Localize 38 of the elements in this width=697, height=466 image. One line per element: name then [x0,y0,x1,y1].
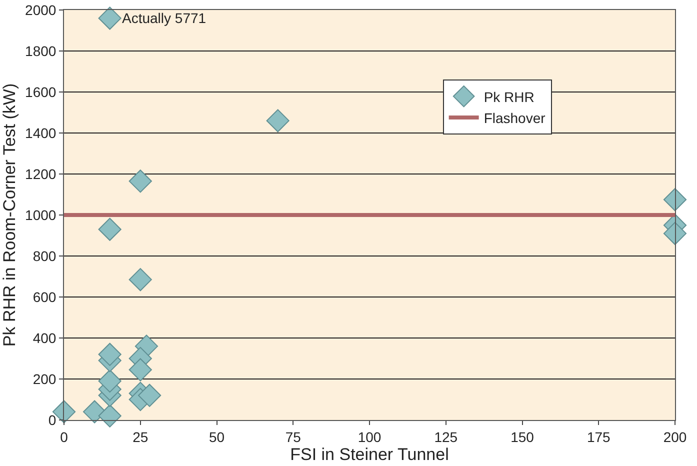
point [98,6,122,30]
point [128,268,152,292]
point [98,342,122,366]
point [98,218,122,241]
x-tick-label: 150 [510,428,534,445]
point [98,404,122,428]
legend-label: Flashover [484,110,546,126]
x-tick-label: 200 [663,428,687,445]
y-tick-label: 1600 [25,84,56,100]
y-tick-label: 200 [32,370,56,387]
y-tick-label: 600 [32,288,56,305]
point [83,400,106,424]
x-tick-label: 75 [285,428,302,445]
legend-label: Pk RHR [484,88,534,105]
y-tick-label: 1200 [25,166,56,182]
x-axis-title: FSI in Steiner Tunnel [290,445,449,464]
y-tick-label: 2000 [25,2,56,18]
point [98,370,122,393]
point [663,188,687,212]
x-tick-label: 0 [60,428,68,445]
y-axis-title: Pk RHR in Room-Corner Test (kW) [0,83,19,347]
y-tick-label: 0 [48,412,56,428]
y-tick-label: 1800 [25,42,56,59]
y-tick-label: 1400 [25,124,56,141]
point [266,109,290,132]
y-tick-label: 400 [32,330,56,346]
x-tick-label: 25 [132,428,148,445]
x-tick-label: 175 [586,428,611,445]
point [663,222,687,245]
point [128,358,152,382]
x-tick-label: 100 [358,428,382,445]
x-tick-label: 50 [208,428,225,445]
point [128,170,152,193]
y-tick-label: 800 [32,248,56,264]
y-tick-label: 1000 [25,206,56,223]
point [138,384,162,407]
annotation: Actually 5771 [122,10,206,26]
x-tick-label: 125 [434,428,458,445]
